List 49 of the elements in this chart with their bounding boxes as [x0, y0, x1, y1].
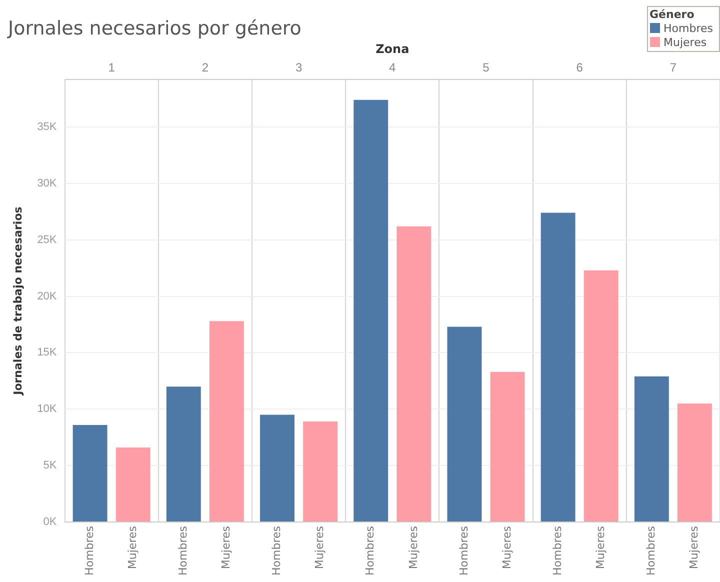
y-axis-title: Jornales de trabajo necesarios: [11, 206, 24, 396]
y-tick-label: 35K: [37, 121, 58, 134]
bar: [116, 448, 150, 522]
bar: [209, 321, 244, 522]
text: Mujeres: [688, 526, 701, 570]
text: Hombres: [270, 526, 284, 576]
bar: [490, 372, 525, 522]
x-tick-label: 3: [295, 60, 302, 75]
text: Hombres: [550, 526, 564, 576]
bar: [72, 424, 108, 522]
bar: [678, 404, 712, 522]
text: Hombres: [457, 526, 470, 576]
bar: [634, 376, 669, 522]
y-tick-label: 15K: [37, 346, 58, 359]
x-tick-label: 6: [576, 60, 584, 75]
bar: [354, 100, 388, 522]
x-tick-label: 1: [108, 60, 116, 75]
bar: [447, 326, 482, 522]
text: Hombres: [364, 526, 377, 576]
legend-title: Género: [650, 8, 696, 21]
y-tick-label: 20K: [37, 290, 58, 302]
text: Hombres: [82, 526, 96, 576]
text: Mujeres: [406, 526, 420, 570]
x-tick-label: 5: [482, 60, 490, 75]
text: Mujeres: [500, 526, 514, 570]
text: Mujeres: [220, 526, 233, 570]
x-tick-label: 4: [389, 60, 396, 75]
text: Hombres: [644, 526, 658, 576]
legend-label: Hombres: [664, 22, 713, 34]
text: Mujeres: [126, 526, 139, 570]
bar: [396, 226, 432, 522]
y-tick-label: 30K: [37, 177, 58, 190]
x-axis-title: Zona: [376, 42, 410, 56]
chart-title: Jornales necesarios por género: [7, 17, 302, 40]
x-tick-label: 2: [202, 60, 209, 75]
legend-label: Mujeres: [664, 36, 707, 48]
text: Mujeres: [313, 526, 326, 570]
bar: [303, 422, 338, 522]
text: Mujeres: [594, 526, 607, 570]
y-tick-label: 5K: [43, 460, 58, 472]
y-tick-label: 10K: [37, 403, 58, 416]
y-tick-label: 0K: [43, 516, 58, 528]
bar: [166, 386, 201, 522]
bar: [584, 270, 618, 522]
text: Hombres: [176, 526, 190, 576]
bar: [540, 212, 576, 522]
bar: [260, 414, 294, 522]
y-tick-label: 25K: [37, 234, 58, 246]
x-tick-label: 7: [670, 60, 677, 75]
